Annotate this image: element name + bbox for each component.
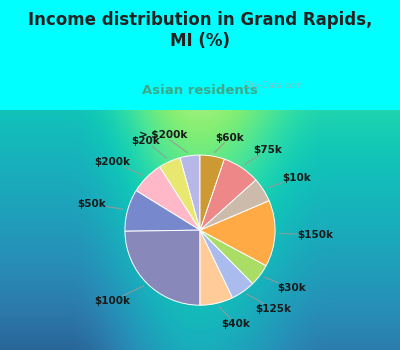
Text: $40k: $40k [219,307,250,329]
Wedge shape [200,230,232,305]
Text: $30k: $30k [264,277,306,293]
Wedge shape [200,155,224,230]
Wedge shape [200,180,269,230]
Text: Income distribution in Grand Rapids,
MI (%): Income distribution in Grand Rapids, MI … [28,12,372,50]
Text: $20k: $20k [132,136,167,159]
Text: $100k: $100k [94,286,144,306]
Text: $125k: $125k [246,294,291,314]
Text: $60k: $60k [214,133,244,153]
Text: Asian residents: Asian residents [142,84,258,97]
Wedge shape [200,159,256,230]
Text: City-Data.com: City-Data.com [244,81,304,90]
Wedge shape [200,230,253,298]
Wedge shape [136,167,200,230]
Wedge shape [180,155,200,230]
Text: $200k: $200k [94,157,143,175]
Wedge shape [125,191,200,231]
Wedge shape [125,230,200,305]
Wedge shape [200,201,275,266]
Text: $10k: $10k [267,173,311,188]
Wedge shape [160,158,200,230]
Wedge shape [200,230,266,284]
Text: $50k: $50k [77,199,124,209]
Text: $75k: $75k [244,145,282,165]
Text: $150k: $150k [279,230,334,239]
Text: > $200k: > $200k [139,130,188,153]
